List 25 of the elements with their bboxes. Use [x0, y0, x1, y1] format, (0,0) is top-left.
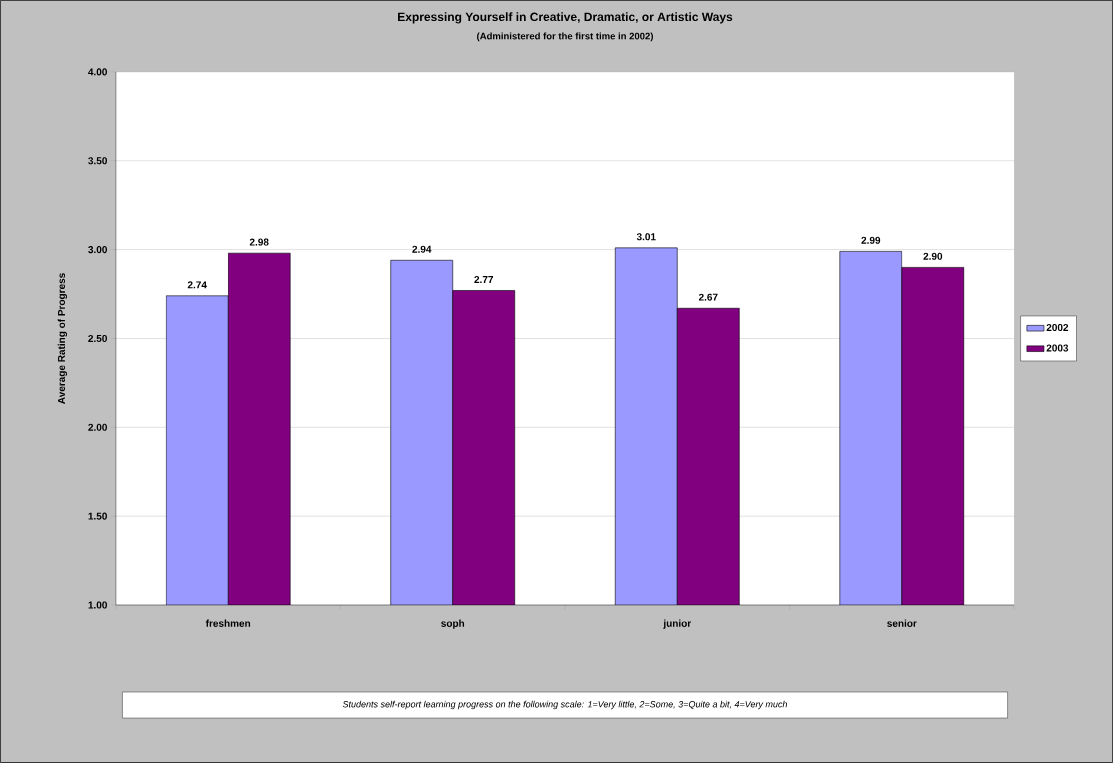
- data-label: 3.01: [636, 233, 656, 241]
- x-tick-label: junior: [663, 619, 692, 629]
- data-label: 2.99: [861, 236, 881, 244]
- y-tick-label: 1.50: [88, 512, 107, 520]
- y-axis-title: Average Rating of Progress: [57, 273, 68, 404]
- text: Students self-report learning progress on the following scale: 1=Very little, 2=Some, 3=Quite a bit, 4=Very much: [342, 700, 788, 710]
- data-label: 2.67: [698, 293, 718, 301]
- data-label: 2.98: [249, 238, 269, 246]
- chart-subtitle: (Administered for the first time in 2002): [477, 32, 653, 42]
- chart-title: Expressing Yourself in Creative, Dramatic, or Artistic Ways: [398, 12, 733, 24]
- y-tick-label: 3.00: [88, 246, 107, 254]
- y-tick-label: 1.00: [88, 601, 107, 609]
- y-tick-label: 4.00: [88, 68, 107, 76]
- legend-label: 2002: [1046, 324, 1069, 332]
- data-label: 2.77: [474, 276, 494, 283]
- y-tick-label: 3.50: [88, 157, 107, 165]
- legend-label: 2003: [1046, 344, 1069, 352]
- x-tick-label: soph: [441, 619, 465, 629]
- x-tick-label: senior: [887, 619, 917, 627]
- y-tick-label: 2.50: [88, 334, 107, 343]
- data-label: 2.90: [923, 252, 943, 260]
- data-label: 2.74: [187, 281, 207, 289]
- x-tick-label: freshmen: [205, 619, 251, 627]
- y-tick-label: 2.00: [88, 423, 107, 431]
- data-label: 2.94: [412, 245, 432, 253]
